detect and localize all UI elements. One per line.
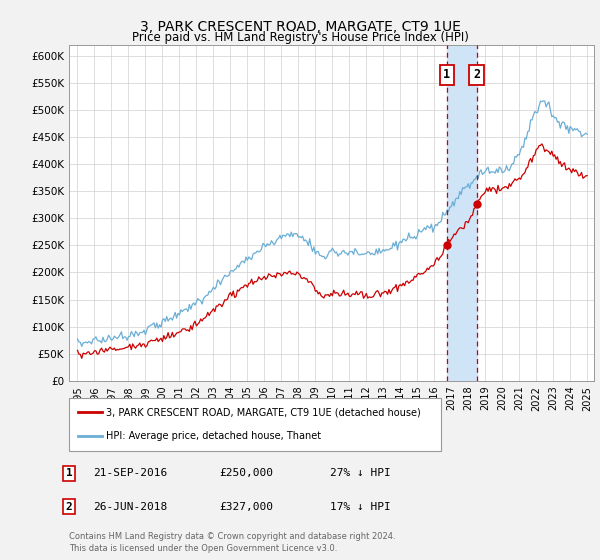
HPI: Average price, detached house, Thanet: (2e+03, 6.35e+04): Average price, detached house, Thanet: (…	[78, 343, 85, 350]
3, PARK CRESCENT ROAD, MARGATE, CT9 1UE (detached house)	[394, 288, 401, 295]
HPI: Average price, detached house, Thanet: (2e+03, 7.72e+04): Average price, detached house, Thanet: (…	[74, 335, 81, 342]
Text: 3, PARK CRESCENT ROAD, MARGATE, CT9 1UE: 3, PARK CRESCENT ROAD, MARGATE, CT9 1UE	[140, 20, 460, 34]
HPI: Average price, detached house, Thanet: (2e+03, 1.19e+05): Average price, detached house, Thanet: (…	[170, 313, 178, 320]
Text: £250,000: £250,000	[219, 468, 273, 478]
HPI: Average price, detached house, Thanet: (2.01e+03, 2.41e+05): Average price, detached house, Thanet: (…	[394, 246, 401, 253]
HPI: Average price, detached house, Thanet: (2.02e+03, 4.55e+05): Average price, detached house, Thanet: (…	[584, 131, 591, 138]
HPI: Average price, detached house, Thanet: (2.02e+03, 5.17e+05): Average price, detached house, Thanet: (…	[540, 97, 547, 104]
Text: 27% ↓ HPI: 27% ↓ HPI	[330, 468, 391, 478]
Text: HPI: Average price, detached house, Thanet: HPI: Average price, detached house, Than…	[106, 431, 322, 441]
Text: 3, PARK CRESCENT ROAD, MARGATE, CT9 1UE (detached house): 3, PARK CRESCENT ROAD, MARGATE, CT9 1UE …	[106, 408, 421, 418]
3, PARK CRESCENT ROAD, MARGATE, CT9 1UE (detached house)	[383, 288, 390, 295]
Line: 3, PARK CRESCENT ROAD, MARGATE, CT9 1UE (detached house): 3, PARK CRESCENT ROAD, MARGATE, CT9 1UE …	[77, 144, 587, 358]
Text: 2: 2	[65, 502, 73, 512]
HPI: Average price, detached house, Thanet: (2.02e+03, 4.46e+05): Average price, detached house, Thanet: (…	[523, 136, 530, 142]
3, PARK CRESCENT ROAD, MARGATE, CT9 1UE (detached house)	[538, 141, 545, 147]
3, PARK CRESCENT ROAD, MARGATE, CT9 1UE (detached house)	[78, 355, 85, 362]
HPI: Average price, detached house, Thanet: (2e+03, 7.72e+04): Average price, detached house, Thanet: (…	[89, 335, 97, 342]
3, PARK CRESCENT ROAD, MARGATE, CT9 1UE (detached house)	[170, 334, 178, 340]
3, PARK CRESCENT ROAD, MARGATE, CT9 1UE (detached house)	[74, 347, 81, 354]
3, PARK CRESCENT ROAD, MARGATE, CT9 1UE (detached house)	[365, 293, 373, 300]
Text: This data is licensed under the Open Government Licence v3.0.: This data is licensed under the Open Gov…	[69, 544, 337, 553]
Text: 21-SEP-2016: 21-SEP-2016	[93, 468, 167, 478]
Text: 1: 1	[65, 468, 73, 478]
Text: Contains HM Land Registry data © Crown copyright and database right 2024.: Contains HM Land Registry data © Crown c…	[69, 532, 395, 541]
Bar	[446, 45, 476, 381]
HPI: Average price, detached house, Thanet: (2.01e+03, 2.38e+05): Average price, detached house, Thanet: (…	[365, 249, 373, 255]
3, PARK CRESCENT ROAD, MARGATE, CT9 1UE (detached house)	[584, 172, 591, 179]
Text: 1: 1	[443, 68, 450, 81]
Text: Price paid vs. HM Land Registry's House Price Index (HPI): Price paid vs. HM Land Registry's House …	[131, 31, 469, 44]
3, PARK CRESCENT ROAD, MARGATE, CT9 1UE (detached house)	[523, 165, 530, 171]
Text: 26-JUN-2018: 26-JUN-2018	[93, 502, 167, 512]
Line: HPI: Average price, detached house, Thanet: HPI: Average price, detached house, Than…	[77, 101, 587, 347]
Text: £327,000: £327,000	[219, 502, 273, 512]
Text: 2: 2	[473, 68, 480, 81]
3, PARK CRESCENT ROAD, MARGATE, CT9 1UE (detached house)	[89, 350, 97, 357]
HPI: Average price, detached house, Thanet: (2.01e+03, 2.42e+05): Average price, detached house, Thanet: (…	[383, 246, 390, 253]
Text: 17% ↓ HPI: 17% ↓ HPI	[330, 502, 391, 512]
